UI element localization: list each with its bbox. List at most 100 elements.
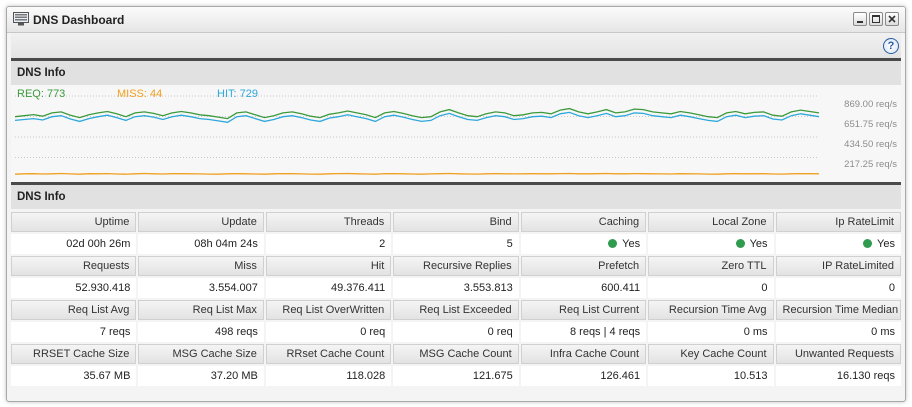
- series-line-miss: [14, 172, 820, 175]
- info-value-row: 35.67 MB 37.20 MB 118.028 121.675 126.461 10.…: [11, 366, 901, 386]
- minimize-button[interactable]: [853, 12, 867, 26]
- window-titlebar[interactable]: DNS Dashboard: [7, 7, 905, 33]
- info-header-row: Req List Avg Req List Max Req List OverWri…: [11, 300, 901, 320]
- info-header-cell: Req List Exceeded: [393, 300, 519, 320]
- info-header-cell: Req List Avg: [11, 300, 137, 320]
- info-value-text: 35.67 MB: [83, 370, 131, 382]
- info-header-cell: Req List Current: [520, 300, 647, 320]
- dns-traffic-chart: REQ: 773 MISS: 44 HIT: 729 869.00 req/s …: [11, 85, 901, 185]
- info-value-cell: 52.930.418: [11, 278, 137, 298]
- info-value-text: 0 ms: [743, 326, 768, 338]
- dns-dashboard-window: DNS Dashboard ? DNS Info REQ: 773 MISS: …: [6, 6, 906, 402]
- info-header-row: RRSET Cache Size MSG Cache Size RRset Cach…: [11, 344, 901, 364]
- chart-section-title: DNS Info: [11, 61, 901, 85]
- minimize-icon: [857, 21, 863, 23]
- info-header-cell: Ip RateLimit: [775, 212, 901, 232]
- maximize-button[interactable]: [869, 12, 883, 26]
- info-header-cell: Recursion Time Median: [775, 300, 901, 320]
- info-value-text: 10.513: [733, 370, 768, 382]
- info-header-cell: Local Zone: [648, 212, 774, 232]
- info-value-text: 37.20 MB: [210, 370, 258, 382]
- info-value-text: 0 req: [360, 326, 386, 338]
- info-value-cell: 0 ms: [648, 322, 774, 342]
- info-header-cell: MSG Cache Size: [138, 344, 264, 364]
- info-value-cell: 02d 00h 26m: [11, 234, 137, 254]
- info-value-row: 02d 00h 26m 08h 04m 24s 2 5 Yes Yes Yes: [11, 234, 901, 254]
- info-value-cell: 126.461: [520, 366, 647, 386]
- info-value-cell: 10.513: [648, 366, 774, 386]
- info-header-cell: Infra Cache Count: [520, 344, 647, 364]
- info-value-text: 16.130 reqs: [836, 370, 895, 382]
- traffic-line-chart: [14, 95, 820, 175]
- info-header-cell: Requests: [11, 256, 137, 276]
- info-header-cell: Miss: [138, 256, 264, 276]
- series-line-req: [14, 107, 820, 120]
- info-value-cell: 0: [648, 278, 774, 298]
- info-value-cell: 5: [393, 234, 519, 254]
- info-value-cell: 0: [775, 278, 901, 298]
- maximize-icon: [872, 15, 880, 23]
- info-value-text: 498 reqs: [215, 326, 258, 338]
- info-value-cell: 0 ms: [775, 322, 901, 342]
- info-header-cell: Hit: [265, 256, 392, 276]
- info-header-cell: Prefetch: [520, 256, 647, 276]
- info-value-cell: 600.411: [520, 278, 647, 298]
- info-value-text: Yes: [749, 238, 768, 250]
- info-header-cell: Uptime: [11, 212, 137, 232]
- info-header-cell: Recursive Replies: [393, 256, 519, 276]
- monitor-icon: [13, 12, 29, 26]
- info-value-text: 0: [888, 282, 895, 294]
- y-tick-label: 434.50 req/s: [844, 139, 897, 150]
- info-value-cell: 3.554.007: [138, 278, 264, 298]
- info-value-cell: 08h 04m 24s: [138, 234, 264, 254]
- info-value-text: Yes: [877, 238, 895, 250]
- info-value-text: 121.675: [472, 370, 513, 382]
- info-value-cell: Yes: [520, 234, 647, 254]
- info-value-cell: 49.376.411: [265, 278, 392, 298]
- info-header-cell: RRSET Cache Size: [11, 344, 137, 364]
- info-header-cell: Update: [138, 212, 264, 232]
- info-value-cell: 0 req: [265, 322, 392, 342]
- info-value-cell: 8 reqs | 4 reqs: [520, 322, 647, 342]
- info-header-cell: Recursion Time Avg: [648, 300, 774, 320]
- info-value-cell: 118.028: [265, 366, 392, 386]
- info-value-cell: Yes: [648, 234, 774, 254]
- info-value-text: 126.461: [600, 370, 641, 382]
- info-value-text: 118.028: [346, 370, 386, 382]
- info-header-row: Uptime Update Threads Bind Caching Local Zone…: [11, 212, 901, 232]
- info-section-title: DNS Info: [11, 185, 901, 209]
- info-value-cell: 35.67 MB: [11, 366, 137, 386]
- info-value-text: 5: [506, 238, 513, 250]
- y-tick-label: 651.75 req/s: [844, 119, 897, 130]
- info-value-text: 8 reqs | 4 reqs: [569, 326, 641, 338]
- info-value-text: 0 req: [487, 326, 513, 338]
- window-title: DNS Dashboard: [33, 13, 125, 27]
- info-header-cell: Zero TTL: [648, 256, 774, 276]
- info-header-cell: MSG Cache Count: [393, 344, 519, 364]
- info-header-cell: Unwanted Requests: [775, 344, 901, 364]
- info-value-text: 600.411: [601, 282, 641, 294]
- info-header-cell: Req List OverWritten: [265, 300, 392, 320]
- info-value-cell: 16.130 reqs: [775, 366, 901, 386]
- info-value-text: 0 ms: [871, 326, 895, 338]
- info-header-cell: Caching: [520, 212, 647, 232]
- info-value-cell: 37.20 MB: [138, 366, 264, 386]
- close-button[interactable]: [885, 12, 899, 26]
- info-value-text: 02d 00h 26m: [66, 238, 131, 250]
- info-header-row: Requests Miss Hit Recursive Replies Prefetch…: [11, 256, 901, 276]
- info-value-cell: 121.675: [393, 366, 519, 386]
- info-header-cell: Key Cache Count: [648, 344, 774, 364]
- info-value-text: 08h 04m 24s: [194, 238, 258, 250]
- info-value-cell: Yes: [775, 234, 901, 254]
- close-icon: [888, 15, 896, 23]
- info-header-cell: Bind: [393, 212, 519, 232]
- info-value-text: 7 reqs: [99, 326, 131, 338]
- info-value-text: 52.930.418: [75, 282, 131, 294]
- legend-hit: HIT: 729: [217, 88, 258, 100]
- info-header-cell: IP RateLimited: [775, 256, 901, 276]
- help-icon[interactable]: ?: [883, 38, 899, 54]
- info-header-cell: Req List Max: [138, 300, 264, 320]
- toolbar: ?: [11, 33, 901, 61]
- info-header-cell: RRset Cache Count: [265, 344, 392, 364]
- series-line-hit: [14, 111, 820, 123]
